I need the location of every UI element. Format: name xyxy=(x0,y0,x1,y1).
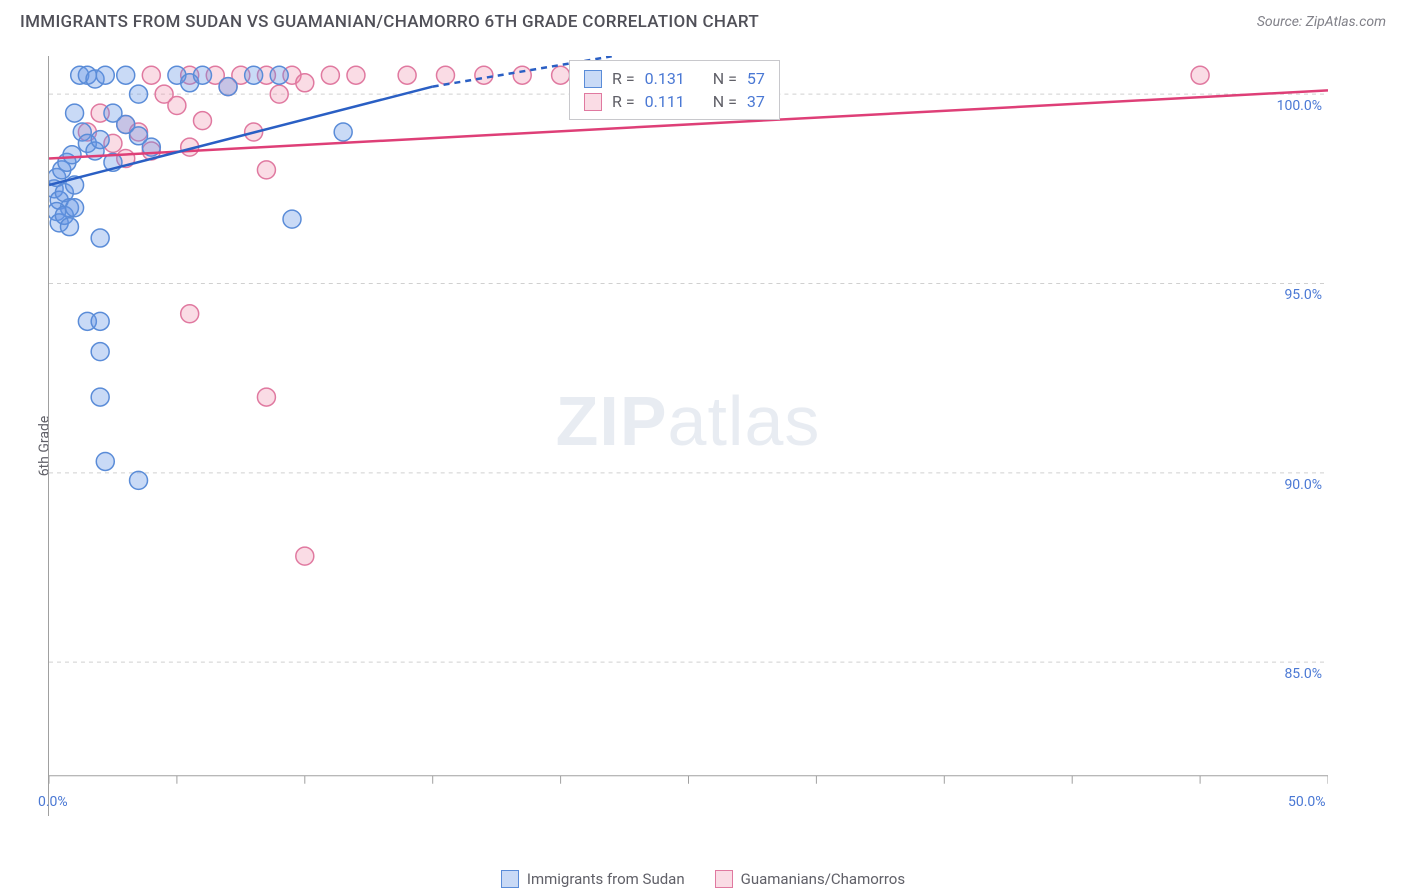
chart-title: IMMIGRANTS FROM SUDAN VS GUAMANIAN/CHAMO… xyxy=(20,12,759,32)
y-tick-label: 95.0% xyxy=(1284,287,1322,303)
y-tick-label: 85.0% xyxy=(1284,666,1322,682)
legend-item: Immigrants from Sudan xyxy=(501,870,685,888)
legend-item: Guamanians/Chamorros xyxy=(715,870,905,888)
legend-swatch xyxy=(715,870,733,888)
x-tick-label: 50.0% xyxy=(1288,794,1326,810)
scatter-plot xyxy=(48,56,1328,816)
stats-row: R =0.111 N =37 xyxy=(584,90,765,113)
bottom-legend: Immigrants from Sudan Guamanians/Chamorro… xyxy=(0,870,1406,888)
x-tick-label: 0.0% xyxy=(38,794,68,810)
legend-label: Immigrants from Sudan xyxy=(527,870,685,888)
stats-row: R =0.131 N =57 xyxy=(584,67,765,90)
series-swatch xyxy=(584,70,602,88)
y-tick-label: 90.0% xyxy=(1284,477,1322,493)
chart-area: ZIPatlas R =0.131 N =57R =0.111 N =37 0.… xyxy=(48,56,1328,816)
legend-label: Guamanians/Chamorros xyxy=(741,870,905,888)
y-tick-label: 100.0% xyxy=(1277,98,1322,114)
stats-legend-box: R =0.131 N =57R =0.111 N =37 xyxy=(569,60,780,120)
series-swatch xyxy=(584,93,602,111)
source-label: Source: ZipAtlas.com xyxy=(1257,14,1386,30)
legend-swatch xyxy=(501,870,519,888)
